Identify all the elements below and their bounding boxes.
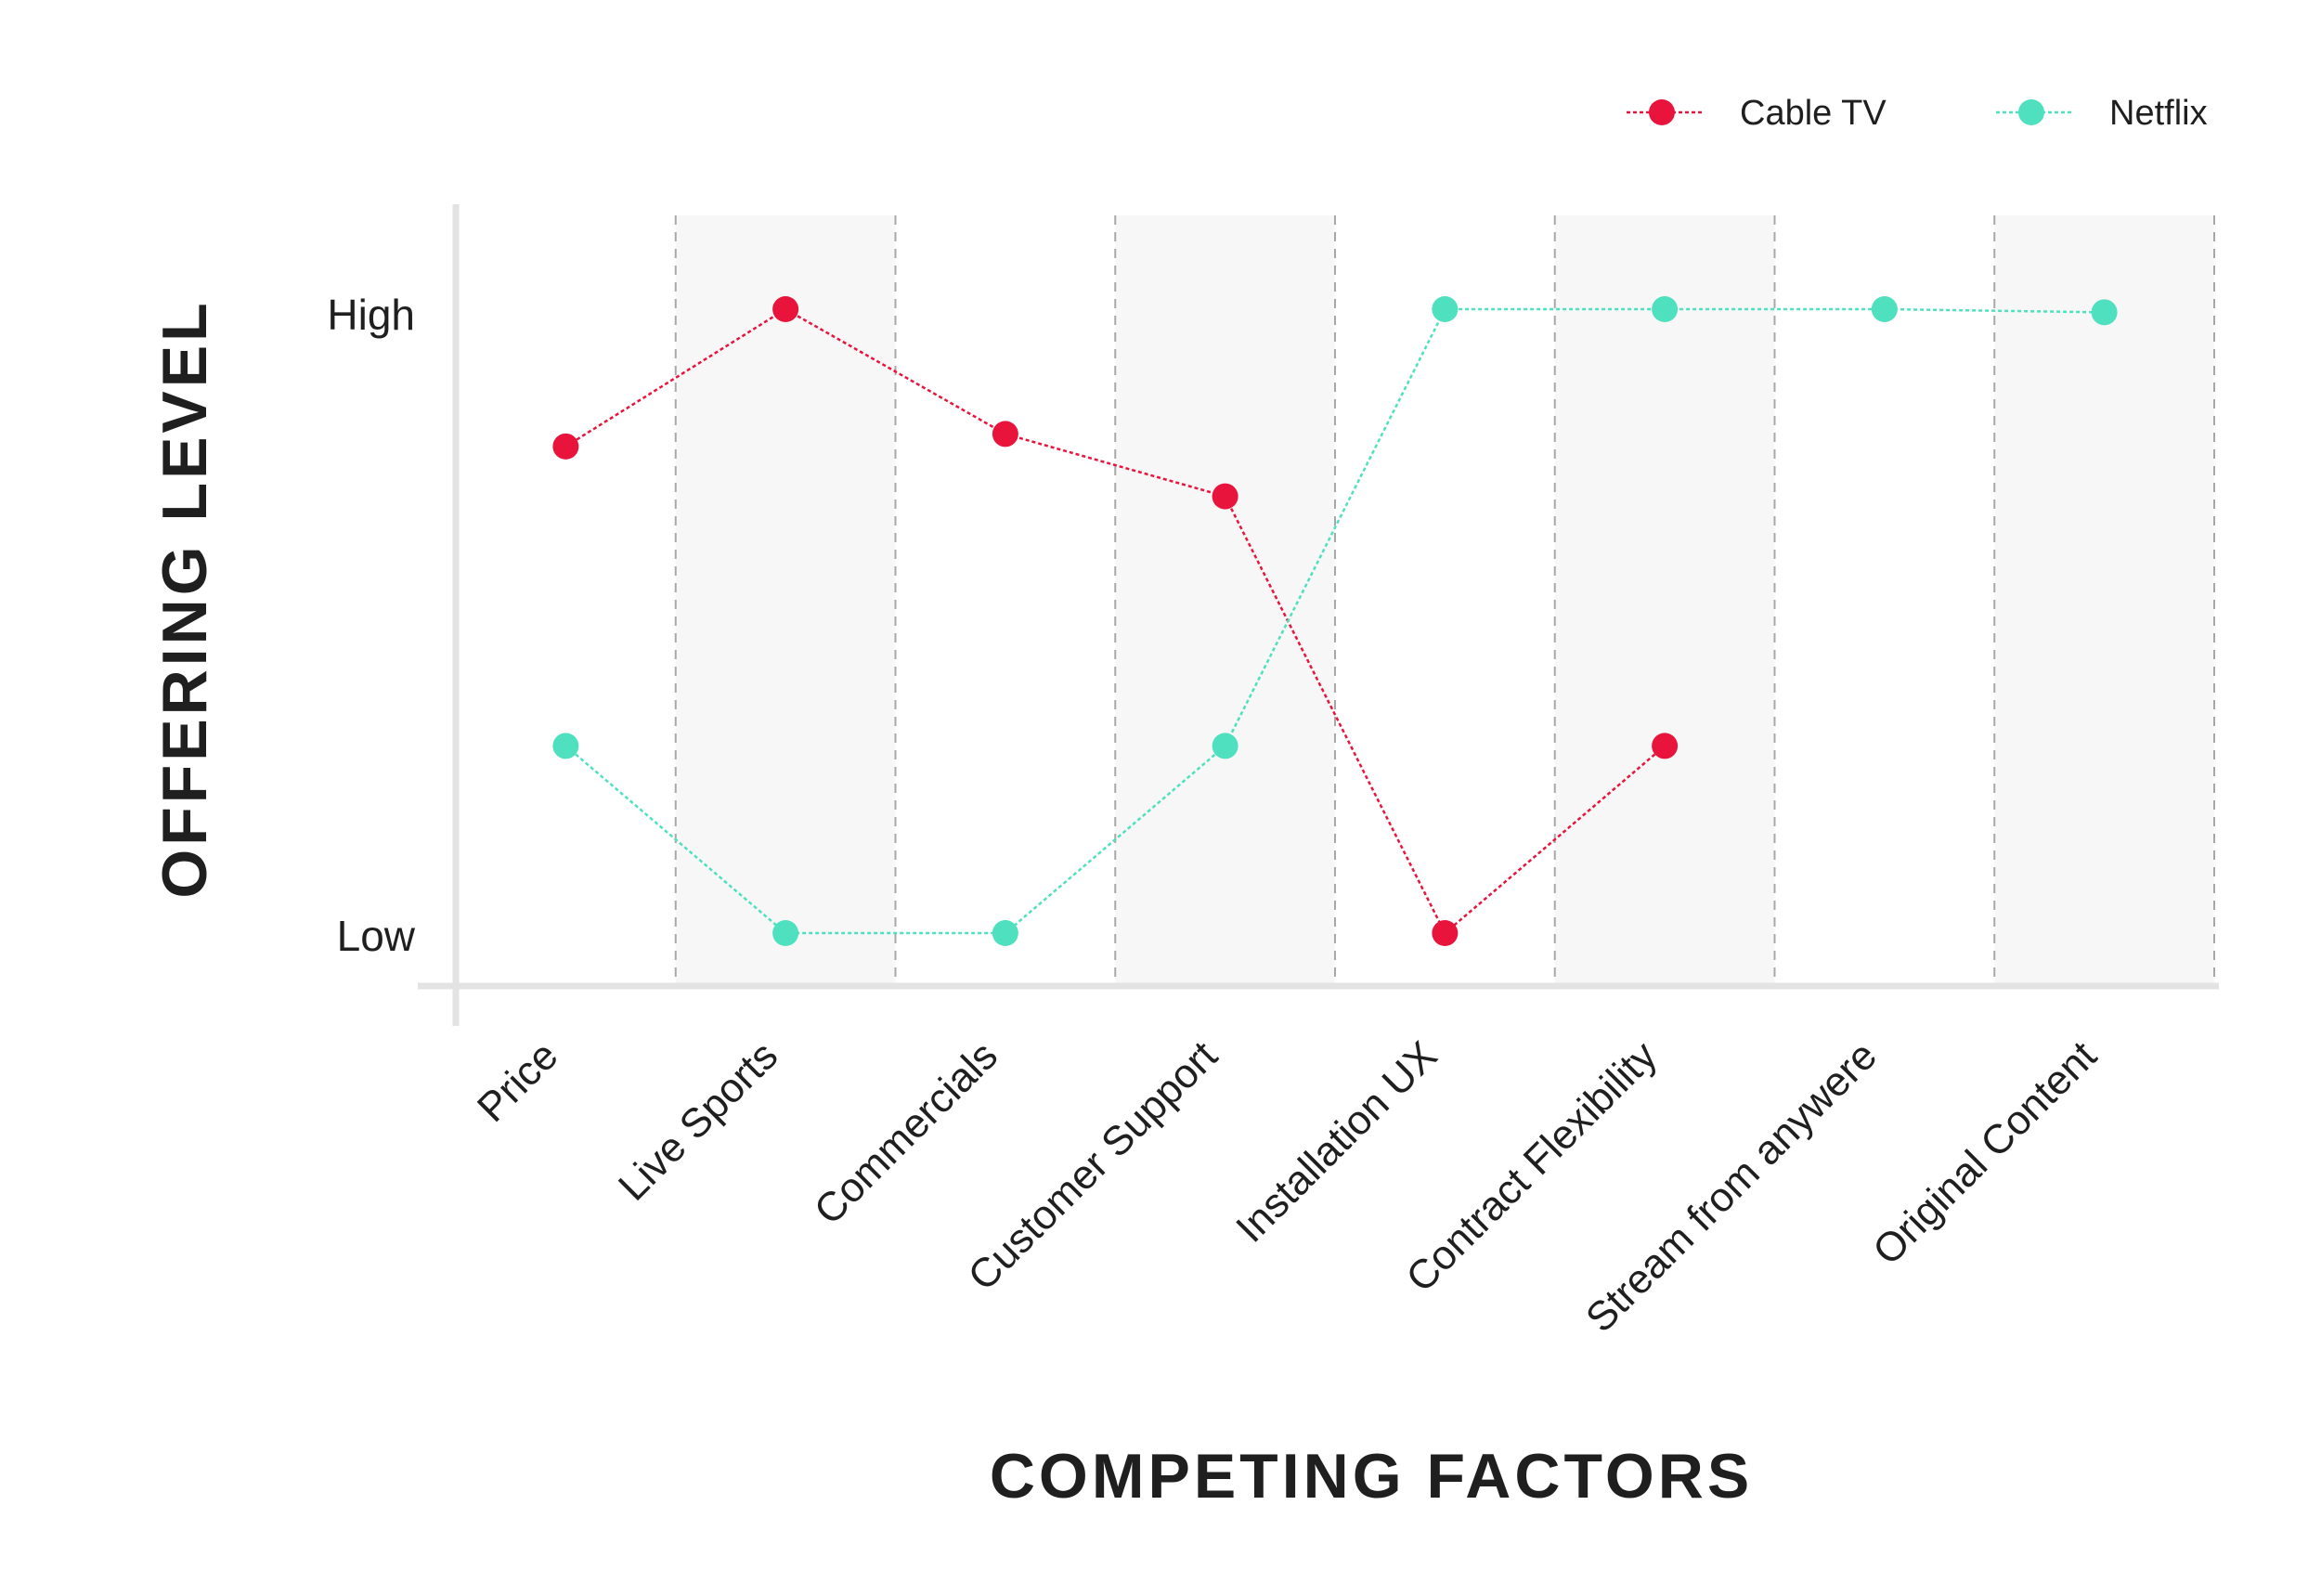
y-tick-low: Low xyxy=(337,912,416,960)
x-tick-label: Price xyxy=(469,1032,567,1131)
data-point xyxy=(2091,299,2118,326)
axes xyxy=(418,204,2219,1026)
series-line xyxy=(564,307,1666,935)
x-tick-label: Customer Support xyxy=(960,1032,1226,1299)
series-layer xyxy=(552,296,2118,946)
legend-marker xyxy=(2018,99,2044,125)
band-1 xyxy=(675,215,896,986)
data-point xyxy=(772,296,799,322)
x-tick-label: Live Sports xyxy=(610,1032,786,1209)
data-point xyxy=(1652,733,1679,759)
legend-marker xyxy=(1649,99,1675,125)
series-line xyxy=(564,307,2105,935)
data-point xyxy=(1212,483,1238,510)
data-point xyxy=(1871,296,1898,322)
legend-label: Cable TV xyxy=(1740,94,1887,133)
data-point xyxy=(552,433,579,460)
x-tick-label: Commercials xyxy=(806,1032,1006,1233)
series-0 xyxy=(552,296,1679,946)
data-point xyxy=(1432,296,1459,322)
band-5 xyxy=(1554,215,1775,986)
x-tick-label: Original Content xyxy=(1864,1032,2105,1273)
y-axis-title: OFFERING LEVEL xyxy=(149,299,220,898)
alternating-bands xyxy=(675,215,2214,986)
data-point xyxy=(1432,920,1459,946)
data-point xyxy=(992,421,1018,448)
legend: Cable TV Netflix xyxy=(1627,94,2208,133)
data-point xyxy=(992,920,1018,946)
legend-label: Netflix xyxy=(2109,94,2208,133)
series-1 xyxy=(552,296,2118,946)
x-tick-label: Installation UX xyxy=(1227,1032,1446,1251)
data-point xyxy=(552,733,579,759)
data-point xyxy=(1212,733,1238,759)
data-point xyxy=(772,920,799,946)
band-7 xyxy=(1994,215,2214,986)
category-dividers xyxy=(674,215,2215,986)
x-axis-title: COMPETING FACTORS xyxy=(990,1441,1753,1512)
band-3 xyxy=(1115,215,1335,986)
y-tick-high: High xyxy=(327,291,415,339)
data-point xyxy=(1652,296,1679,322)
